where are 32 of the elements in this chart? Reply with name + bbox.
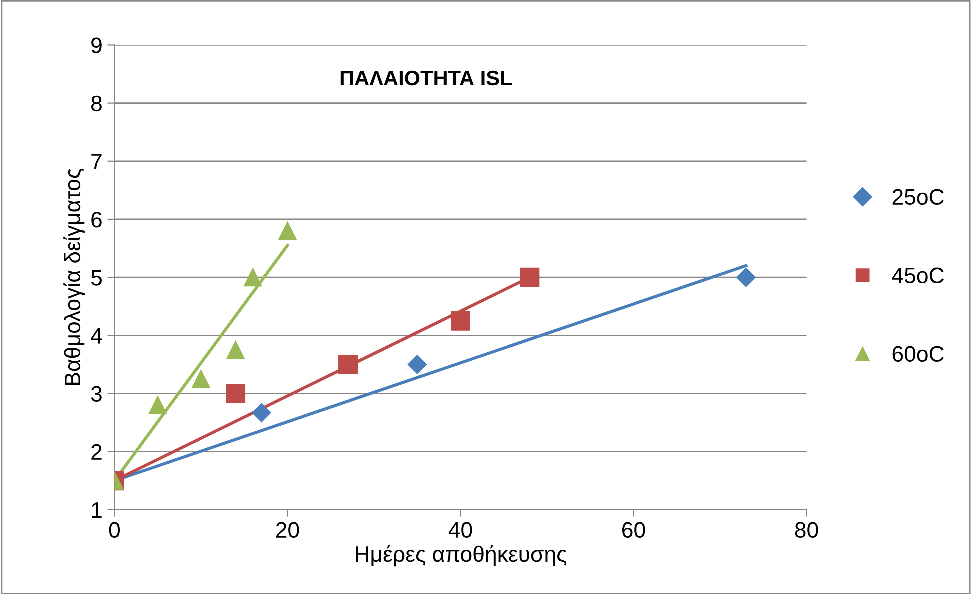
y-tick-label: 8 xyxy=(92,96,102,112)
text: ΠΑΛΑΙΟΤΗΤΑ ISL xyxy=(340,70,512,86)
y-axis-title: Βαθμολογία δείγματος xyxy=(64,169,85,385)
y-tick-label: 7 xyxy=(92,154,102,170)
y-tick-label: 4 xyxy=(91,328,102,344)
x-axis-title: Ημέρες αποθήκευσης xyxy=(356,545,567,567)
legend-label: 60oC xyxy=(892,346,944,362)
legend-label: 25oC xyxy=(892,189,944,206)
y-tick-label: 9 xyxy=(92,38,102,54)
x-tick-label: 40 xyxy=(448,522,472,538)
y-tick-label: 3 xyxy=(91,386,102,402)
point xyxy=(408,355,428,374)
x-tick-label: 80 xyxy=(795,522,818,538)
y-tick-label: 5 xyxy=(91,270,102,286)
y-tick-label: 1 xyxy=(92,502,102,518)
y-tick-label: 2 xyxy=(92,444,102,460)
x-tick-label: 60 xyxy=(622,522,646,538)
point xyxy=(226,384,246,404)
x-tick-label: 20 xyxy=(276,522,300,538)
point xyxy=(736,268,756,288)
point xyxy=(148,396,167,414)
point xyxy=(226,341,245,360)
x-tick-label: 0 xyxy=(109,522,120,538)
point xyxy=(252,403,272,422)
point xyxy=(338,354,358,374)
legend-label: 45oC xyxy=(892,268,944,284)
point xyxy=(451,311,470,331)
point xyxy=(520,268,540,288)
point xyxy=(278,222,297,240)
point xyxy=(192,370,210,388)
y-tick-label: 6 xyxy=(92,212,102,228)
point xyxy=(244,268,262,287)
